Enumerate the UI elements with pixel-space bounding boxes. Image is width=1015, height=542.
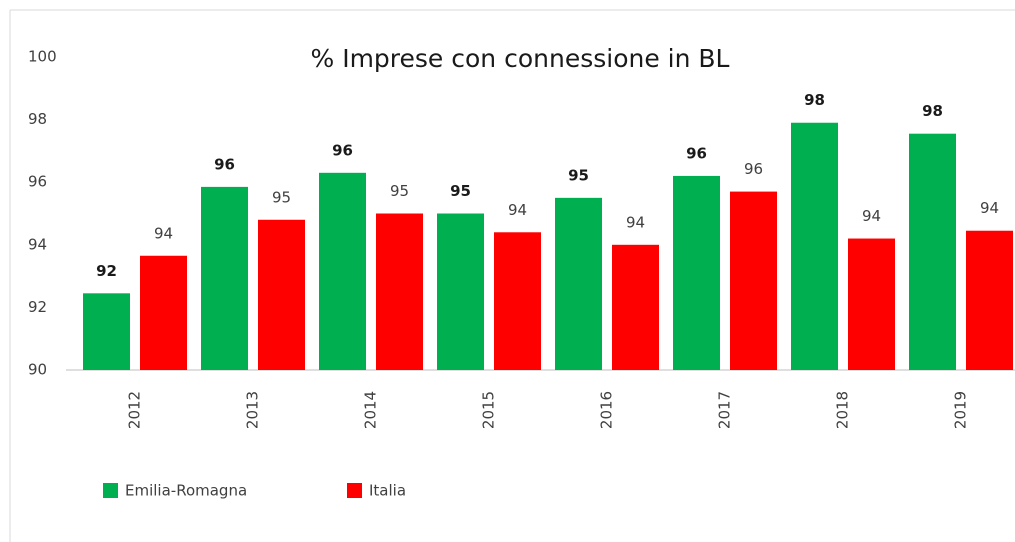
bar (730, 191, 777, 370)
bar (848, 238, 895, 370)
y-tick-label: 100 (28, 48, 57, 66)
data-label: 98 (804, 91, 825, 109)
legend-label: Emilia-Romagna (125, 482, 247, 500)
data-label: 94 (980, 199, 999, 217)
x-tick-label: 2012 (126, 391, 144, 429)
bar (673, 175, 720, 370)
legend-swatch (103, 483, 118, 498)
bar (319, 172, 366, 370)
data-label: 96 (744, 160, 763, 178)
bar (791, 122, 838, 370)
y-tick-label: 98 (28, 110, 47, 128)
data-label: 95 (272, 188, 291, 206)
y-tick-label: 92 (28, 298, 47, 316)
x-tick-label: 2019 (952, 391, 970, 429)
bar (140, 255, 187, 370)
x-tick-label: 2015 (480, 391, 498, 429)
data-label: 94 (154, 224, 173, 242)
legend-label: Italia (369, 482, 406, 500)
x-tick-label: 2013 (244, 391, 262, 429)
bar (612, 244, 659, 370)
bar (201, 186, 248, 370)
y-tick-label: 94 (28, 235, 47, 253)
data-label: 95 (390, 182, 409, 200)
legend-swatch (347, 483, 362, 498)
bar (376, 213, 423, 370)
data-label: 96 (686, 144, 707, 162)
y-tick-label: 90 (28, 361, 47, 379)
x-tick-label: 2017 (716, 391, 734, 429)
data-label: 94 (862, 207, 881, 225)
y-tick-label: 96 (28, 173, 47, 191)
data-label: 98 (922, 102, 943, 120)
data-label: 95 (568, 166, 589, 184)
data-label: 94 (508, 201, 527, 219)
data-label: 92 (96, 262, 117, 280)
x-tick-label: 2014 (362, 391, 380, 429)
x-tick-label: 2016 (598, 391, 616, 429)
bar (909, 133, 956, 370)
bar (258, 219, 305, 370)
bar (494, 232, 541, 370)
bar (83, 293, 130, 370)
bar (966, 230, 1013, 370)
data-label: 96 (214, 155, 235, 173)
x-tick-label: 2018 (834, 391, 852, 429)
bar (437, 213, 484, 370)
data-label: 95 (450, 182, 471, 200)
bar (555, 197, 602, 370)
data-label: 94 (626, 213, 645, 231)
chart-title: % Imprese con connessione in BL (311, 44, 730, 73)
data-label: 96 (332, 141, 353, 159)
